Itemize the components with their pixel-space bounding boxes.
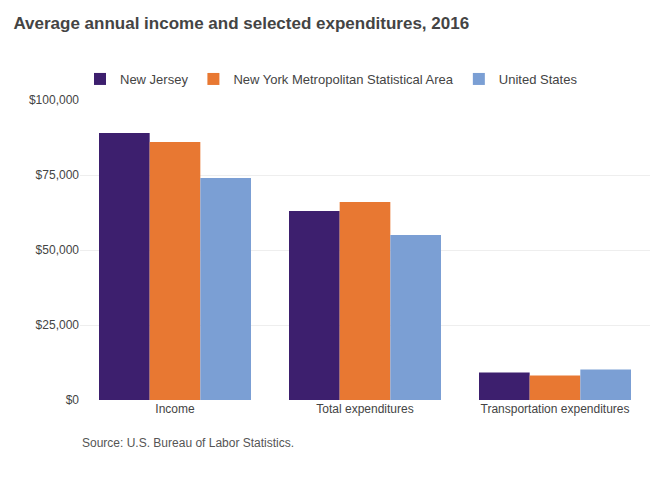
svg-text:Source: U.S. Bureau of Labor S: Source: U.S. Bureau of Labor Statistics.: [82, 436, 294, 450]
svg-text:New Jersey: New Jersey: [120, 72, 188, 87]
svg-text:Transportation expenditures: Transportation expenditures: [481, 402, 630, 416]
svg-text:$75,000: $75,000: [36, 168, 80, 182]
svg-text:$0: $0: [66, 393, 80, 407]
svg-text:$100,000: $100,000: [29, 93, 79, 107]
svg-text:New York Metropolitan Statisti: New York Metropolitan Statistical Area: [233, 72, 453, 87]
svg-text:Total expenditures: Total expenditures: [316, 402, 413, 416]
svg-text:Average annual income and sele: Average annual income and selected expen…: [13, 14, 469, 33]
svg-text:$25,000: $25,000: [36, 318, 80, 332]
svg-text:$50,000: $50,000: [36, 243, 80, 257]
svg-text:United States: United States: [499, 72, 578, 87]
svg-text:Income: Income: [155, 402, 195, 416]
